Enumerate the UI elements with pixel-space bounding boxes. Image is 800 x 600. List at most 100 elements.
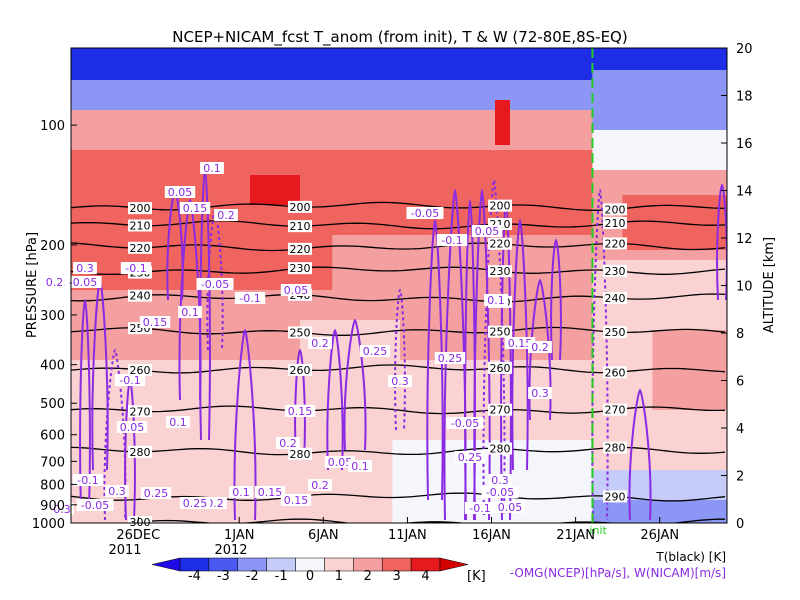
velocity-contour-label: 0.2 (528, 341, 552, 354)
contour-label-text: -0.1 (119, 374, 140, 387)
contour-label-bg (139, 316, 171, 328)
contour-label-bg (488, 265, 512, 278)
contour-label-text: 0.15 (258, 486, 283, 499)
contour-label-bg (464, 502, 496, 514)
temperature-contour-label: 220 (128, 241, 152, 255)
contour-label-text: -0.05 (486, 486, 514, 499)
contour-label-bg (324, 456, 356, 468)
temperature-contour-label: 200 (288, 200, 312, 214)
velocity-contour-label: 0.1 (166, 416, 190, 429)
contour-label-bg (128, 405, 152, 418)
date-axis: 26DEC 1JAN 6JAN 11JAN 16JAN 21JAN 26JAN 2011 201… (108, 517, 679, 558)
temperature-contour-label: 280 (128, 445, 152, 459)
colorbar: -4 -3 -2 -1 0 1 2 3 4 (151, 557, 469, 584)
contour-label-bg (406, 207, 444, 219)
contour-label-bg (164, 186, 196, 198)
contour-label-bg (488, 199, 512, 212)
colorbar-tick-label: 0 (306, 569, 314, 584)
contour-label-bg (288, 363, 312, 376)
contour-label-text: 280 (605, 442, 626, 455)
contour-label-text: -0.1 (239, 292, 260, 305)
contour-label-bg (488, 237, 512, 250)
contour-label-text: 0.15 (183, 202, 208, 215)
contour-label-text: 0.15 (143, 316, 168, 329)
contour-label-bg (114, 374, 146, 386)
velocity-contour-label: 0.2 (276, 437, 300, 450)
altitude-tick-label: 12 (736, 232, 753, 247)
contour-label-text: 280 (490, 443, 511, 456)
temperature-contour-label: 270 (128, 405, 152, 418)
temperature-contour-label: 250 (603, 326, 627, 339)
velocity-contour-label: 0.05 (116, 421, 148, 434)
contour-label-bg (434, 352, 466, 364)
contour-label-text: 0.2 (311, 479, 329, 492)
velocity-contour-label: 0.15 (139, 316, 171, 329)
contour-label-bg (359, 345, 391, 357)
contour-label-text: 220 (290, 243, 311, 256)
contour-label-text: 270 (130, 405, 151, 418)
contour-label-bg (488, 361, 512, 374)
pressure-axis: 100 200 300 400 500 600 700 800 900 1000 (32, 119, 77, 532)
velocity-contour-label: 0.05 (280, 284, 312, 297)
temperature-contour-label: 240 (603, 292, 627, 305)
contour-label-text: 0.25 (363, 345, 388, 358)
colorbar-tick-label: 4 (421, 569, 429, 584)
anomaly-patch (495, 100, 510, 145)
pressure-tick-label: 500 (40, 397, 65, 412)
contour-label-text: 200 (130, 202, 151, 215)
contour-label-text: 0.3 (531, 387, 549, 400)
contour-label-text: -0.05 (451, 417, 479, 430)
colorbar-tick-label: -2 (246, 569, 259, 584)
contour-label-text: 0.05 (168, 186, 193, 199)
velocity-contour (482, 178, 506, 516)
velocity-contour (550, 238, 562, 361)
contour-label-bg (603, 264, 627, 277)
altitude-tick-label: 6 (736, 375, 744, 390)
temperature-contour-label: 200 (603, 203, 627, 216)
contour-label-bg (488, 474, 512, 486)
contour-label-text: 220 (490, 238, 511, 251)
colorbar-min-arrow (151, 557, 181, 572)
contour-label-text: 0.05 (475, 225, 500, 238)
colorbar-tick-label: -3 (217, 569, 230, 584)
colorbar-tick-label: 2 (364, 569, 372, 584)
pressure-tick-label: 400 (40, 359, 65, 374)
velocity-contour-label: 0.1 (229, 486, 253, 499)
contour-label-text: 250 (290, 326, 311, 339)
temperature-contour-label: 210 (603, 216, 627, 230)
anomaly-band (71, 110, 593, 150)
date-tick-label: 11JAN (388, 528, 427, 543)
contour-label-text: 230 (490, 265, 511, 278)
temperature-contour-label: 230 (603, 264, 627, 278)
contour-label-text: 240 (130, 290, 151, 303)
velocity-contour-label: 0.05 (471, 225, 503, 238)
contour-label-text: 0.1 (351, 460, 369, 473)
contour-label-text: 0.2 (217, 209, 235, 222)
contour-label-bg (603, 292, 627, 305)
velocity-contour-label: 0.3 (388, 375, 412, 388)
temperature-contour-label: 230 (288, 262, 312, 275)
contour-label-bg (128, 219, 152, 232)
contour-label-bg (446, 417, 484, 429)
contour-label-bg (603, 237, 627, 250)
date-tick-label: 1JAN (224, 528, 255, 543)
altitude-axis: 0 2 4 6 8 10 12 14 16 18 20 (721, 42, 753, 532)
contour-label-bg (454, 451, 486, 463)
temperature-contour-label: 250 (288, 326, 312, 339)
chart-title: NCEP+NICAM_fcst T_anom (from init), T & … (172, 28, 627, 47)
contour-label-bg (284, 405, 316, 417)
temperature-contour-label: 210 (288, 220, 312, 233)
temperature-contour-label: 200 (128, 202, 152, 215)
contour-label-text: 0.1 (181, 306, 199, 319)
contour-label-bg (128, 364, 152, 377)
velocity-contour-label: 0.1 (348, 460, 372, 473)
contour-label-text: 0.3 (491, 474, 509, 487)
contour-label-text: 0.2 (279, 437, 297, 450)
velocity-contour-label: -0.05 (406, 207, 444, 220)
contour-label-bg (72, 474, 104, 486)
contour-label-bg (603, 441, 627, 454)
temperature-contour-label: 270 (603, 403, 627, 417)
contour-label-text: 210 (290, 220, 311, 233)
velocity-contour-label: 0.25 (434, 352, 466, 365)
